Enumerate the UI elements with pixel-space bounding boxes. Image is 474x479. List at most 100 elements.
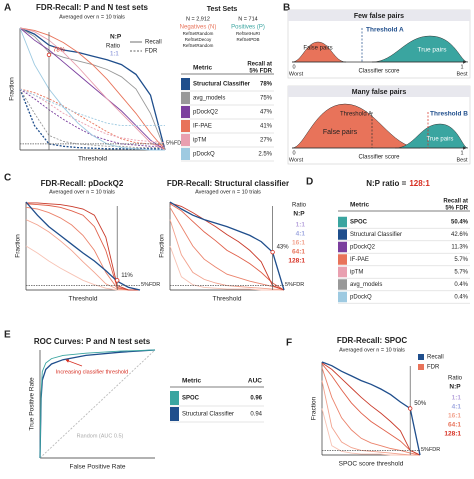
series-line [169,219,285,291]
x-axis-label: Threshold [78,156,107,163]
ratio-label: 16:1 [448,413,461,420]
arrow [65,359,83,367]
table-value: 50.4% [451,220,469,226]
row-swatch [170,407,179,421]
axis-end-label: Best [456,71,467,77]
ratio-label: 64:1 [292,249,305,256]
axis-title: Classifier score [358,155,400,161]
chart-subtitle: Averaged over n = 10 trials [339,347,405,353]
legend-label: Recall [145,40,162,46]
ratio-label: 4:1 [452,404,462,411]
table-metric: IF-PAE [193,124,212,130]
table-metric: pDockQ [193,152,215,158]
table-metric: Structural Classifier [182,412,234,418]
table-value: 5.7% [454,257,468,263]
legend-swatch [418,364,424,370]
table-header: 5% FDR [445,206,468,212]
legend-subtitle: Ratio [106,44,121,50]
ratio-label: 128:1 [444,431,461,438]
table-value: 5.7% [454,270,468,276]
table-value: 75% [260,96,273,102]
table-header: Recall at [247,62,272,68]
legend-swatch [418,354,424,360]
axis-end-label: Worst [289,71,304,77]
table-metric: Structural Classifier [193,82,251,88]
box-header [288,10,470,21]
y-axis-label: Fraction [15,234,22,258]
table-value: 78% [260,82,273,88]
series-line [321,380,420,456]
hump-label: False pairs [303,46,332,52]
ratio-label: 1:1 [452,395,462,402]
row-swatch [181,134,190,146]
x-axis-label: SPOC score threshold [339,461,404,468]
row-swatch [338,266,347,278]
count: N = 2,912 [186,16,210,22]
table-metric: Structural Classifier [350,232,402,238]
legend-ratio: 1:1 [110,52,119,58]
axis-end: 0 [292,64,295,70]
series-line [19,88,165,127]
fdr-label: 5%FDR [141,282,160,288]
table-header: Recall at [443,199,468,205]
chart-subtitle: Averaged over n = 10 trials [59,14,125,20]
true-hump [394,123,469,149]
series-line [169,203,285,291]
recall-marker [114,278,120,283]
ratio-label: 128:1 [288,258,305,265]
series-line [25,206,140,291]
series-line [39,349,156,459]
series-line [321,367,421,456]
panel-label: D [306,177,313,188]
series-line [321,361,421,456]
x-axis-label: Threshold [69,296,98,303]
y-axis-label: Fraction [311,396,318,420]
title-ratio: 128:1 [409,179,430,188]
recall-label: 11% [121,273,133,279]
row-swatch [181,106,190,118]
box-title: Many false pairs [352,89,407,96]
legend-label: Recall [427,355,444,361]
series-line [321,362,421,456]
hump-label: False pairs [323,129,358,136]
table-value: 27% [260,138,273,144]
series-line [169,245,284,291]
set-label: Positives (P) [231,25,265,31]
axis-title: Classifier score [358,69,400,75]
table-header: Metric [350,202,370,209]
axis-end-label: Worst [289,157,304,163]
arrow-label: Increasing classifier threshold [56,369,128,375]
ratio-title: Ratio [448,376,463,382]
panel-label: F [286,338,292,349]
table-value: 47% [260,110,273,116]
table-metric: avg_models [350,282,382,288]
table-value: 0.4% [454,282,468,288]
chart-title: FDR-Recall: pDockQ2 [41,179,124,188]
table-header: 5% FDR [249,69,272,75]
y-axis-label: True Positive Rate [29,377,36,431]
ratio-label: 4:1 [296,231,306,238]
chart-title: FDR-Recall: P and N test sets [36,3,148,12]
panel-label: B [283,3,290,14]
recall-marker [270,249,275,255]
table-metric: pDockQ2 [193,110,219,116]
series-line [19,88,165,150]
x-axis-label: False Positive Rate [70,464,126,471]
set-name: RefSetPDB [236,37,259,42]
row-swatch [338,241,347,253]
table-header: Metric [193,65,213,72]
x-axis-label: Threshold [213,296,242,303]
table-header: AUC [248,378,262,385]
chart-subtitle: Averaged over n = 10 trials [49,189,115,195]
row-swatch [338,229,347,240]
test-sets-title: Test Sets [207,6,238,13]
hump-label: True pairs [427,137,454,143]
axis-end: 1 [460,64,463,70]
y-axis-label: Fraction [9,77,16,101]
random-label: Random (AUC 0.5) [77,433,124,439]
true-hump [371,35,469,63]
table-value: 2.5% [258,152,272,158]
recall-label: 50% [414,401,427,407]
axis-end-label: Best [456,157,467,163]
series-line [19,88,166,146]
